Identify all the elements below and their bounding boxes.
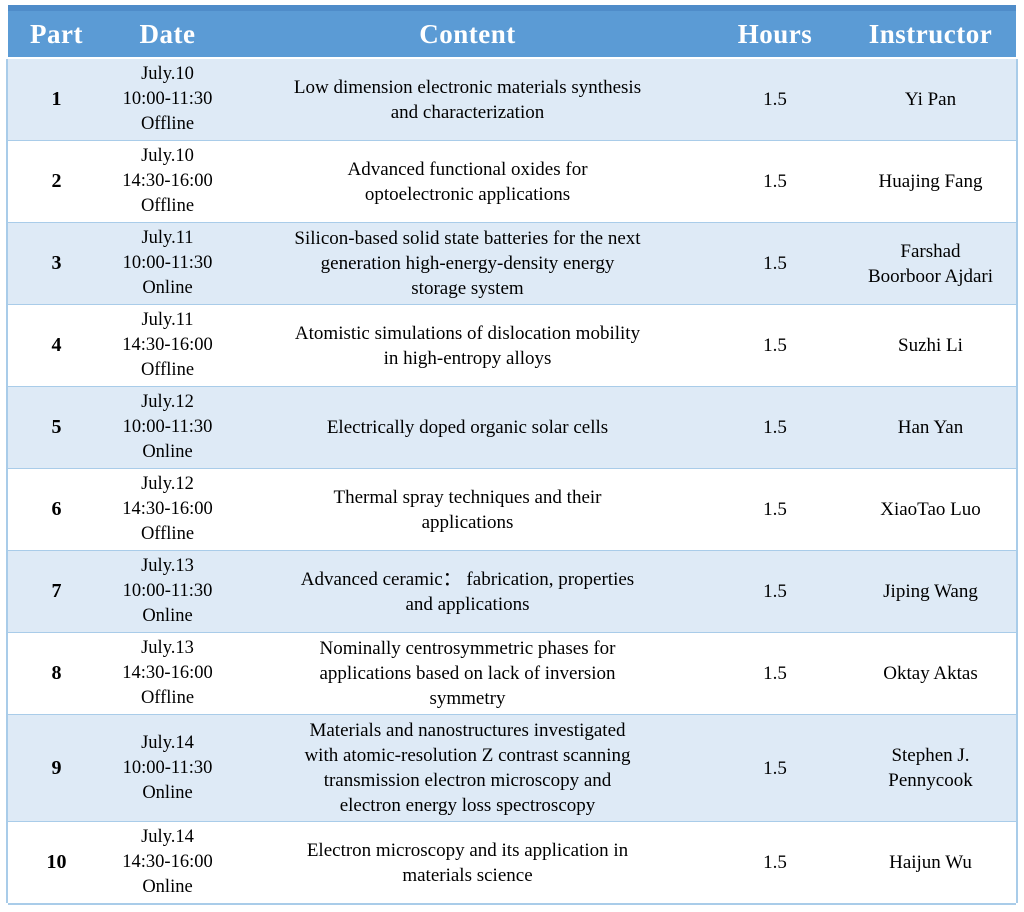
- column-header-part: Part: [30, 18, 83, 49]
- cell-instructor: XiaoTao Luo: [880, 499, 981, 520]
- cell-instructor: Farshad Boorboor Ajdari: [867, 240, 994, 287]
- table-body: 1 July.10 10:00-11:30 Offline Low dimensio…: [8, 59, 1016, 903]
- table-row: 3 July.11 10:00-11:30 Online Silicon-based…: [8, 222, 1016, 304]
- cell-date: July.12 10:00-11:30 Online: [122, 392, 213, 462]
- cell-date: July.10 10:00-11:30 Offline: [122, 64, 213, 134]
- table-row: 10 July.14 14:30-16:00 Online Electron mic…: [8, 821, 1016, 903]
- cell-hours: 1.5: [763, 499, 787, 520]
- table-row: 1 July.10 10:00-11:30 Offline Low dimensio…: [8, 59, 1016, 140]
- cell-date: July.11 14:30-16:00 Offline: [122, 310, 213, 380]
- cell-hours: 1.5: [763, 663, 787, 684]
- cell-instructor: Stephen J. Pennycook: [888, 745, 973, 791]
- cell-instructor: Suzhi Li: [898, 335, 963, 356]
- cell-date: July.14 14:30-16:00 Online: [122, 827, 213, 897]
- cell-content: Advanced functional oxides for optoelect…: [347, 158, 588, 205]
- table-row: 2 July.10 14:30-16:00 Offline Advanced fun…: [8, 140, 1016, 222]
- cell-instructor: Yi Pan: [904, 89, 957, 110]
- cell-hours: 1.5: [763, 335, 787, 356]
- cell-part: 5: [51, 416, 62, 438]
- cell-date: July.12 14:30-16:00 Offline: [122, 474, 213, 544]
- table-row: 9 July.14 10:00-11:30 Online Materials and…: [8, 714, 1016, 821]
- column-header-content: Content: [419, 18, 516, 49]
- cell-part: 1: [51, 88, 62, 110]
- cell-part: 8: [51, 662, 62, 684]
- column-header-hours: Hours: [737, 18, 813, 49]
- cell-date: July.14 10:00-11:30 Online: [122, 732, 213, 803]
- cell-content: Silicon-based solid state batteries for …: [294, 228, 641, 299]
- cell-instructor: Haijun Wu: [889, 852, 972, 873]
- cell-date: July.11 10:00-11:30 Online: [122, 228, 213, 298]
- cell-content: Electrically doped organic solar cells: [326, 417, 609, 438]
- cell-content: Nominally centrosymmetric phases for app…: [319, 638, 616, 709]
- column-header-instructor: Instructor: [868, 18, 993, 49]
- cell-content: Materials and nanostructures investigate…: [304, 720, 631, 816]
- cell-hours: 1.5: [763, 581, 787, 602]
- cell-hours: 1.5: [763, 757, 787, 779]
- table-row: 4 July.11 14:30-16:00 Offline Atomistic si…: [8, 304, 1016, 386]
- cell-date: July.13 14:30-16:00 Offline: [122, 638, 213, 708]
- table-row: 8 July.13 14:30-16:00 Offline Nominally ce…: [8, 632, 1016, 714]
- cell-date: July.13 10:00-11:30 Online: [122, 556, 213, 626]
- cell-instructor: Han Yan: [897, 417, 964, 438]
- cell-hours: 1.5: [763, 417, 787, 438]
- cell-instructor: Jiping Wang: [883, 581, 978, 602]
- cell-content: Low dimension electronic materials synth…: [293, 76, 642, 123]
- cell-content: Advanced ceramic： fabrication, propertie…: [300, 568, 635, 615]
- table-row: 5 July.12 10:00-11:30 Online Electrically …: [8, 386, 1016, 468]
- cell-hours: 1.5: [763, 89, 787, 110]
- cell-date: July.10 14:30-16:00 Offline: [122, 146, 213, 216]
- cell-part: 4: [51, 334, 62, 356]
- cell-instructor: Oktay Aktas: [883, 663, 978, 684]
- cell-hours: 1.5: [763, 253, 787, 274]
- cell-part: 9: [51, 756, 62, 779]
- cell-part: 10: [46, 851, 67, 873]
- table-row: 6 July.12 14:30-16:00 Offline Thermal spra…: [8, 468, 1016, 550]
- table-row: 7 July.13 10:00-11:30 Online Advanced cera…: [8, 550, 1016, 632]
- cell-hours: 1.5: [763, 852, 787, 873]
- cell-content: Atomistic simulations of dislocation mob…: [294, 322, 641, 369]
- cell-part: 3: [51, 252, 62, 274]
- cell-part: 2: [51, 170, 62, 192]
- course-schedule-table: Part Date Content Hours Instructor 1 July.10 …: [8, 5, 1016, 903]
- cell-instructor: Huajing Fang: [878, 171, 983, 192]
- cell-content: Electron microscopy and its application …: [306, 839, 629, 886]
- cell-content: Thermal spray techniques and their appli…: [333, 486, 602, 533]
- table-header-row: Part Date Content Hours Instructor: [8, 5, 1016, 57]
- column-header-date: Date: [139, 18, 196, 49]
- cell-hours: 1.5: [763, 171, 787, 192]
- cell-part: 7: [51, 580, 62, 602]
- cell-part: 6: [51, 498, 62, 520]
